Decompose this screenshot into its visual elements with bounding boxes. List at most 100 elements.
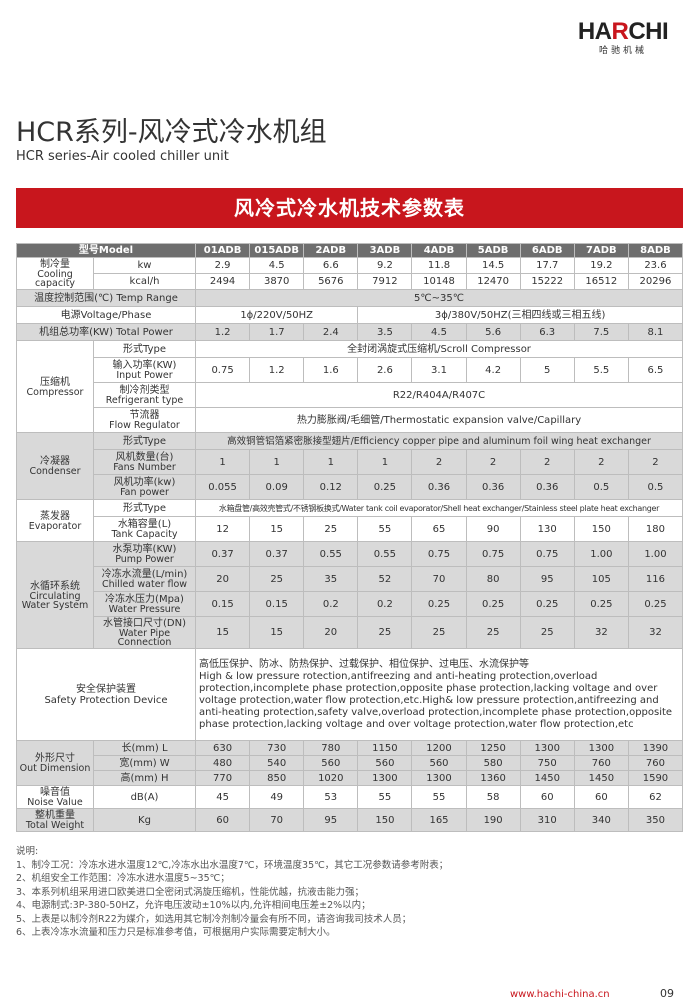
value-cell: 0.37 [249,541,305,567]
value-cell: 780 [303,740,359,756]
value-cell: 750 [519,755,575,771]
unit-cell: dB(A) [92,785,197,809]
note-item: 4、电源制式:3P-380-50HZ，允许电压波动±10%以内,允许相间电压差±… [16,900,371,911]
span-value-cell: R22/R404A/R407C [195,382,683,408]
value-cell: 150 [573,516,629,542]
span-value-cell: 高效铜管铝箔紧密胀接型翅片/Efficiency copper pipe and… [195,432,683,450]
value-cell: 7912 [357,273,413,290]
value-cell: 0.25 [627,591,684,617]
value-cell: 1.2 [249,357,305,383]
value-cell: 760 [627,755,684,771]
row-label-cn: 冷冻水压力(Mpa) [105,594,184,605]
table-row: 噪音值 Noise Value dB(A) 45 49 53 55 55 58 60 60 62 [16,785,684,809]
table-row: 风机功率(kw) Fan power 0.055 0.09 0.12 0.25 0.36 0.… [17,474,684,500]
group-label-cn: 整机重量 [35,810,75,821]
table-row: 外形尺寸 Out Dimension 长(mm) L 630 730 780 1150 120… [16,740,684,786]
model-name: 015ADB [249,243,305,258]
value-cell: 95 [519,566,575,592]
value-cell: 1020 [303,770,359,786]
group-label-cn: 压缩机 [40,376,70,388]
value-cell: 1360 [465,770,521,786]
value-cell: 2.4 [303,323,359,341]
notes: 说明: 1、制冷工况：冷冻水进水温度12℃,冷冻水出水温度7℃，环境温度35℃，其… [16,845,448,940]
group-label: 冷凝器 Condenser [16,432,94,500]
row-label-en: Water Pressure [108,604,181,615]
value-cell: 90 [465,516,521,542]
footer-url[interactable]: www.hachi-china.cn [510,989,610,1000]
group-label-en: Total Weight [25,820,85,831]
value-cell: 0.25 [357,474,413,500]
table-row: 机组总功率(KW) Total Power 1.2 1.7 2.4 3.5 4.5 5.6 6… [15,323,684,341]
span-value-cell: 3ϕ/380V/50HZ(三相四线或三相五线) [357,306,683,324]
value-cell: 5 [519,357,575,383]
row-label-cn: 水管接口尺寸(DN) [103,618,186,629]
value-cell: 0.09 [249,474,305,500]
value-cell: 3.1 [411,357,467,383]
value-cell: 52 [357,566,413,592]
value-cell: 1450 [519,770,575,786]
value-cell: 1150 [357,740,413,756]
model-name: 8ADB [627,243,684,258]
model-name: 5ADB [465,243,521,258]
row-label-en: Flow Regulator [109,420,180,431]
table-row: 节流器 Flow Regulator 热力膨胀阀/毛细管/Thermostatic … [17,407,683,433]
value-cell: 0.55 [303,541,359,567]
value-cell: 1450 [573,770,629,786]
model-name: 4ADB [411,243,467,258]
row-label-en: Tank Capacity [111,529,178,540]
value-cell: 5676 [303,273,359,290]
value-cell: 14.5 [465,257,521,274]
value-cell: 49 [249,785,305,809]
group-label-cn: 蒸发器 [40,510,70,522]
value-cell: 340 [573,808,629,832]
value-cell: 1 [195,449,251,475]
value-cell: 62 [627,785,684,809]
row-label: 形式Type [92,499,197,517]
safety-text-en: High & low pressure rotection,antifreezi… [199,670,673,730]
row-label-en: Fans Number [113,462,176,473]
value-cell: 7.5 [573,323,629,341]
table-row: 电源Voltage/Phase 1ϕ/220V/50HZ 3ϕ/380V/50HZ(… [15,306,683,324]
value-cell: 65 [411,516,467,542]
group-label-en: Circulating Water System [21,590,89,611]
value-cell: 2.9 [195,257,251,274]
value-cell: 25 [519,616,575,649]
value-cell: 770 [195,770,251,786]
value-cell: 70 [249,808,305,832]
value-cell: 25 [411,616,467,649]
value-cell: 2.6 [357,357,413,383]
group-label-cn: 冷凝器 [40,456,70,467]
value-cell: 6.6 [303,257,359,274]
row-label-cn: 输入功率(KW) [112,360,177,371]
value-cell: 2 [465,449,521,475]
value-cell: 310 [519,808,575,832]
value-cell: 0.5 [573,474,629,500]
model-label: 型号Model [15,243,197,258]
row-label-cn: 长(mm) L [121,742,168,754]
value-cell: 2494 [195,273,251,290]
group-label: 压缩机 Compressor [16,340,94,433]
value-cell: 15 [249,516,305,542]
value-cell: 1390 [627,740,684,756]
value-cell: 0.2 [303,591,359,617]
value-cell: 25 [465,616,521,649]
value-cell: 12 [195,516,251,542]
row-label: 风机功率(kw) Fan power [92,474,197,500]
value-cell: 10148 [411,273,467,290]
table-row: 水循环系统 Circulating Water System 水泵功率(KW) Pum… [16,541,684,649]
value-cell: 0.37 [195,541,251,567]
group-label-en: Noise Value [27,797,83,808]
value-cell: 20 [303,616,359,649]
span-value-cell: 1ϕ/220V/50HZ [195,306,359,324]
row-label: 节流器 Flow Regulator [92,407,197,433]
safety-text: 高低压保护、防冰、防热保护、过载保护、相位保护、过电压、水流保护等 High & … [195,648,683,741]
value-cell: 1.6 [303,357,359,383]
group-label-en: Compressor [26,386,84,398]
value-cell: 8.1 [627,323,684,341]
value-cell: 60 [573,785,629,809]
note-item: 2、机组安全工作范围：冷冻水进水温度5~35℃； [16,873,230,884]
row-label: 水泵功率(KW) Pump Power [92,541,197,567]
group-label: 噪音值 Noise Value [16,785,94,809]
value-cell: 0.15 [195,591,251,617]
value-cell: 0.36 [465,474,521,500]
